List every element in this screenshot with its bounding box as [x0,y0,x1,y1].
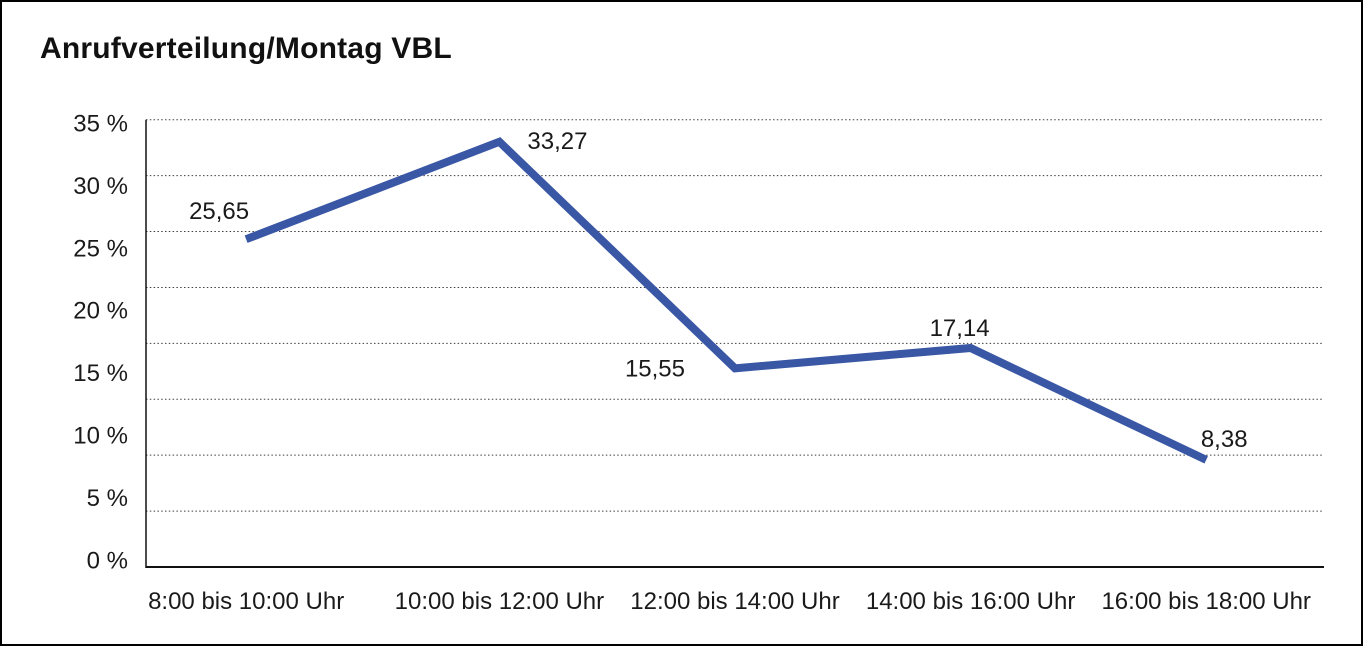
x-tick-label: 12:00 bis 14:00 Uhr [630,588,839,615]
y-tick-label: 20 % [73,298,128,325]
y-tick-label: 25 % [73,235,128,262]
y-tick-label: 5 % [87,485,128,512]
data-value-label: 8,38 [1201,426,1248,453]
y-tick-label: 15 % [73,360,128,387]
data-value-label: 33,27 [527,128,587,155]
data-value-label: 25,65 [189,198,249,225]
y-tick-label: 0 % [87,547,128,574]
data-value-label: 15,55 [625,355,685,382]
y-tick-label: 35 % [73,111,128,138]
y-tick-label: 10 % [73,423,128,450]
chart-title: Anrufverteilung/Montag VBL [40,32,452,65]
x-tick-label: 10:00 bis 12:00 Uhr [395,588,604,615]
y-tick-label: 30 % [73,173,128,200]
x-tick-label: 14:00 bis 16:00 Uhr [866,588,1075,615]
series-line [244,137,1208,464]
x-tick-label: 8:00 bis 10:00 Uhr [148,588,344,615]
data-value-label: 17,14 [930,315,990,342]
x-tick-label: 16:00 bis 18:00 Uhr [1101,588,1310,615]
